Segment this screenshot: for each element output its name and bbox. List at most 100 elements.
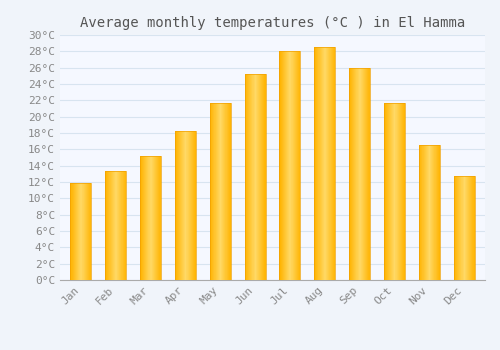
- Bar: [257, 74, 258, 280]
- Bar: [151, 156, 152, 280]
- Bar: [369, 68, 370, 280]
- Bar: [419, 145, 420, 280]
- Bar: [431, 145, 432, 280]
- Bar: [88, 183, 90, 280]
- Bar: [284, 51, 285, 280]
- Bar: [467, 176, 468, 280]
- Bar: [121, 172, 122, 280]
- Bar: [74, 183, 75, 280]
- Bar: [226, 103, 227, 280]
- Bar: [433, 145, 434, 280]
- Bar: [283, 51, 284, 280]
- Bar: [218, 103, 219, 280]
- Bar: [295, 51, 296, 280]
- Bar: [258, 74, 260, 280]
- Bar: [349, 68, 350, 280]
- Bar: [210, 103, 211, 280]
- Bar: [466, 176, 467, 280]
- Bar: [459, 176, 460, 280]
- Bar: [263, 74, 264, 280]
- Bar: [86, 183, 87, 280]
- Bar: [468, 176, 469, 280]
- Bar: [177, 131, 178, 280]
- Bar: [297, 51, 298, 280]
- Bar: [262, 74, 263, 280]
- Bar: [388, 103, 389, 280]
- Bar: [456, 176, 457, 280]
- Bar: [290, 51, 291, 280]
- Bar: [434, 145, 435, 280]
- Bar: [76, 183, 77, 280]
- Bar: [244, 74, 245, 280]
- Bar: [141, 156, 142, 280]
- Bar: [249, 74, 250, 280]
- Bar: [398, 103, 399, 280]
- Bar: [152, 156, 153, 280]
- Bar: [362, 68, 363, 280]
- Bar: [324, 47, 325, 280]
- Bar: [109, 172, 110, 280]
- Bar: [354, 68, 355, 280]
- Bar: [123, 172, 124, 280]
- Bar: [91, 183, 92, 280]
- Bar: [82, 183, 83, 280]
- Bar: [108, 172, 109, 280]
- Bar: [425, 145, 426, 280]
- Bar: [403, 103, 404, 280]
- Bar: [194, 131, 195, 280]
- Bar: [227, 103, 228, 280]
- Bar: [299, 51, 300, 280]
- Bar: [250, 74, 251, 280]
- Bar: [148, 156, 149, 280]
- Bar: [183, 131, 184, 280]
- Bar: [461, 176, 462, 280]
- Bar: [223, 103, 224, 280]
- Bar: [285, 51, 286, 280]
- Bar: [216, 103, 217, 280]
- Bar: [145, 156, 146, 280]
- Bar: [182, 131, 183, 280]
- Bar: [220, 103, 221, 280]
- Bar: [79, 183, 80, 280]
- Bar: [401, 103, 402, 280]
- Bar: [153, 156, 154, 280]
- Bar: [158, 156, 159, 280]
- Bar: [462, 176, 463, 280]
- Bar: [356, 68, 357, 280]
- Bar: [159, 156, 160, 280]
- Bar: [473, 176, 474, 280]
- Bar: [77, 183, 78, 280]
- Bar: [73, 183, 74, 280]
- Bar: [465, 176, 466, 280]
- Bar: [464, 176, 465, 280]
- Bar: [150, 156, 151, 280]
- Bar: [184, 131, 185, 280]
- Bar: [246, 74, 247, 280]
- Bar: [397, 103, 398, 280]
- Bar: [318, 47, 319, 280]
- Bar: [189, 131, 190, 280]
- Bar: [351, 68, 352, 280]
- Bar: [329, 47, 330, 280]
- Bar: [391, 103, 392, 280]
- Bar: [293, 51, 294, 280]
- Bar: [323, 47, 324, 280]
- Bar: [142, 156, 144, 280]
- Bar: [222, 103, 223, 280]
- Bar: [438, 145, 439, 280]
- Bar: [421, 145, 422, 280]
- Bar: [84, 183, 85, 280]
- Bar: [175, 131, 176, 280]
- Bar: [251, 74, 252, 280]
- Bar: [384, 103, 385, 280]
- Bar: [149, 156, 150, 280]
- Bar: [81, 183, 82, 280]
- Bar: [399, 103, 400, 280]
- Bar: [140, 156, 141, 280]
- Bar: [140, 156, 161, 280]
- Bar: [193, 131, 194, 280]
- Bar: [146, 156, 147, 280]
- Bar: [463, 176, 464, 280]
- Title: Average monthly temperatures (°C ) in El Hamma: Average monthly temperatures (°C ) in El…: [80, 16, 465, 30]
- Bar: [180, 131, 181, 280]
